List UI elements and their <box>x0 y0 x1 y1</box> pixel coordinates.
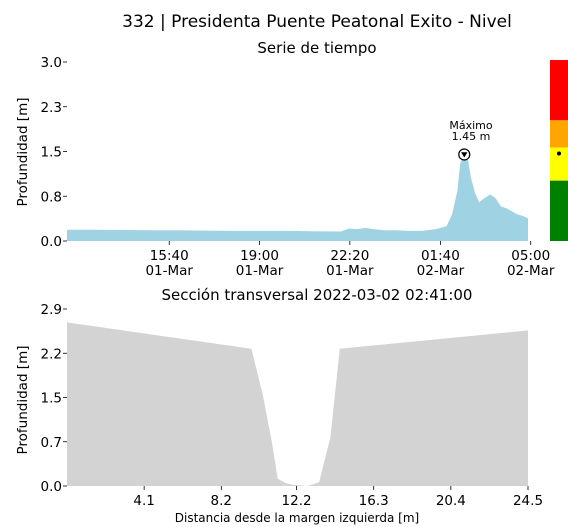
y-tick-label: 2.2 <box>41 346 62 362</box>
cross-section-y-axis: 0.0 0.7 1.5 2.2 2.9 <box>41 302 67 495</box>
x-tick-label: 4.1 <box>133 493 154 509</box>
level-band-yellow <box>550 147 568 181</box>
time-series-title: Serie de tiempo <box>257 39 376 57</box>
x-tick-date-label: 02-Mar <box>417 263 465 279</box>
terrain-area <box>67 322 528 486</box>
x-tick-time-label: 22:20 <box>330 248 369 264</box>
figure-title: 332 | Presidenta Puente Peatonal Exito -… <box>122 12 512 32</box>
x-tick-date-label: 01-Mar <box>236 263 284 279</box>
max-annotation: Máximo 1.45 m <box>449 119 493 161</box>
x-tick-time-label: 05:00 <box>511 248 550 264</box>
cross-section-xlabel: Distancia desde la margen izquierda [m] <box>175 511 419 525</box>
x-tick-label: 20.4 <box>436 493 466 509</box>
time-series-ylabel: Profundidad [m] <box>15 98 31 207</box>
max-marker-arrow <box>461 152 468 158</box>
cross-section-title: Sección transversal 2022-03-02 02:41:00 <box>162 286 473 304</box>
cross-section-chart: Sección transversal 2022-03-02 02:41:00 … <box>15 286 543 525</box>
x-tick-label: 8.2 <box>211 493 232 509</box>
y-tick-label: 1.5 <box>41 391 62 407</box>
y-tick-label: 0.0 <box>41 479 62 495</box>
y-tick-label: 1.5 <box>41 145 62 161</box>
y-tick-label: 3.0 <box>41 55 62 71</box>
cross-section-plot-area <box>67 322 528 486</box>
y-tick-label: 2.9 <box>41 302 62 318</box>
time-series-plot-area <box>67 154 528 241</box>
x-tick-date-label: 01-Mar <box>145 263 193 279</box>
x-tick-date-label: 01-Mar <box>326 263 374 279</box>
time-series-chart: Serie de tiempo 0.00.81.52.33.0 15:4001-… <box>15 39 568 279</box>
cross-section-x-axis: 4.1 8.2 12.2 16.3 20.4 24.5 <box>133 486 543 509</box>
x-tick-label: 16.3 <box>359 493 389 509</box>
x-tick-label: 24.5 <box>513 493 543 509</box>
max-marker-icon <box>458 148 471 161</box>
time-series-y-axis: 0.0 0.8 1.5 2.3 3.0 <box>41 55 67 250</box>
current-level-dot <box>557 151 561 156</box>
level-band-green <box>550 180 568 241</box>
x-tick-time-label: 19:00 <box>240 248 279 264</box>
x-tick-date-label: 02-Mar <box>507 263 555 279</box>
level-band-red <box>550 60 568 121</box>
x-tick-label: 12.2 <box>282 493 312 509</box>
y-tick-label: 0.0 <box>41 234 62 250</box>
x-tick-time-label: 15:40 <box>150 248 189 264</box>
y-tick-label: 2.3 <box>41 100 62 116</box>
max-annotation-label: Máximo <box>449 119 493 132</box>
level-indicator-bar <box>550 60 568 241</box>
cross-section-ylabel: Profundidad [m] <box>15 346 31 455</box>
depth-series-area <box>67 154 528 241</box>
level-band-orange <box>550 120 568 148</box>
time-series-x-axis: 15:4001-Mar19:0001-Mar22:2001-Mar01:4002… <box>145 241 555 279</box>
y-tick-label: 0.7 <box>41 435 62 451</box>
y-tick-label: 0.8 <box>41 189 62 205</box>
x-tick-time-label: 01:40 <box>421 248 460 264</box>
max-annotation-value: 1.45 m <box>452 130 491 143</box>
